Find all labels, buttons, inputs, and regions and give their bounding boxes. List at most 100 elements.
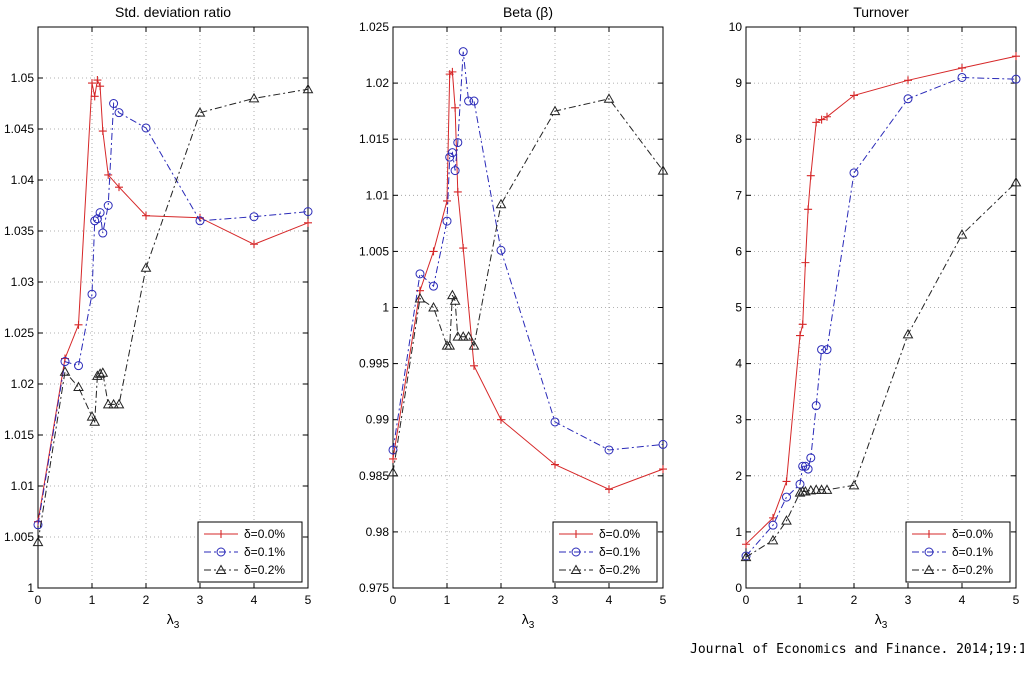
y-tick-label: 1.025 <box>359 20 389 34</box>
x-tick-label: 1 <box>89 593 96 607</box>
series-line <box>392 70 664 490</box>
data-point <box>453 187 462 196</box>
y-tick-label: 1.02 <box>11 377 35 391</box>
legend-marker <box>924 547 934 557</box>
data-point <box>812 118 821 127</box>
data-point <box>89 416 101 426</box>
data-point <box>414 293 426 303</box>
data-point <box>457 331 469 341</box>
data-point <box>92 214 102 224</box>
data-point <box>74 320 83 329</box>
data-point <box>90 92 99 101</box>
data-point <box>798 320 807 329</box>
data-point <box>811 401 821 411</box>
data-point <box>956 229 968 239</box>
y-tick-label: 6 <box>735 244 742 258</box>
y-tick-label: 7 <box>735 188 742 202</box>
y-tick-label: 1.04 <box>11 173 35 187</box>
data-point <box>115 183 123 192</box>
data-point <box>810 484 822 494</box>
x-tick-label: 5 <box>660 593 667 607</box>
x-axis-label: λ3 <box>875 611 888 631</box>
y-tick-label: 0.975 <box>359 581 389 595</box>
data-point <box>90 216 100 226</box>
data-point <box>104 170 113 179</box>
data-point <box>60 357 70 367</box>
series-d1 <box>33 99 313 530</box>
x-tick-label: 3 <box>905 593 912 607</box>
data-point <box>86 411 98 421</box>
y-tick-label: 1.035 <box>4 224 34 238</box>
data-point <box>444 340 456 350</box>
x-tick-label: 4 <box>606 593 613 607</box>
data-point <box>604 445 614 455</box>
y-tick-label: 0.985 <box>359 469 389 483</box>
chart-panel-2: 0 1 2 3 4 5 0.975 0.98 0.985 0.99 0.995 1 1.005 1.01 1… <box>359 4 669 631</box>
legend: δ=0.0% δ=0.1% δ=0.2% <box>905 521 1011 583</box>
y-tick-label: 1 <box>735 525 742 539</box>
legend-label: δ=0.0% <box>952 527 993 541</box>
data-point <box>109 99 119 108</box>
data-point <box>74 361 83 371</box>
data-point <box>92 370 103 380</box>
data-point <box>469 96 479 106</box>
data-point <box>140 262 152 272</box>
data-point <box>781 515 792 525</box>
legend-label: δ=0.1% <box>244 545 285 559</box>
y-tick-label: 0.98 <box>366 525 390 539</box>
series-d0 <box>34 76 312 526</box>
data-point <box>470 361 478 370</box>
chart-title: Beta (β) <box>503 4 553 20</box>
data-point <box>450 166 460 176</box>
data-point <box>387 466 399 477</box>
data-point <box>194 107 206 117</box>
legend-marker <box>572 530 580 538</box>
x-tick-label: 4 <box>959 593 966 607</box>
data-point <box>603 93 615 103</box>
data-point <box>429 281 438 291</box>
source-citation: Journal of Economics and Finance. 2014;1… <box>690 642 1024 657</box>
y-tick-label: 1 <box>27 581 34 595</box>
data-point <box>428 301 439 312</box>
data-point <box>303 207 313 217</box>
y-tick-label: 1.02 <box>366 76 390 90</box>
data-point <box>904 76 912 85</box>
data-point <box>88 79 96 88</box>
data-point <box>447 289 458 300</box>
data-point <box>442 216 452 226</box>
data-point <box>806 171 815 180</box>
data-point <box>141 123 151 133</box>
y-tick-label: 1.025 <box>4 326 34 340</box>
data-point <box>443 196 451 205</box>
x-tick-label: 2 <box>143 593 150 607</box>
chart-panel-1: 0 1 2 3 4 511.0051.011.0151.021.0251.031.0351… <box>4 4 314 631</box>
series-line <box>392 51 664 451</box>
x-tick-label: 3 <box>552 593 559 607</box>
legend-marker <box>215 564 227 574</box>
data-point <box>103 201 113 210</box>
legend-label: δ=0.0% <box>599 527 640 541</box>
data-point <box>73 381 84 392</box>
legend-marker <box>571 547 581 557</box>
y-tick-label: 0.995 <box>359 357 389 371</box>
data-point <box>823 112 831 121</box>
y-tick-label: 2 <box>735 469 742 483</box>
data-point <box>468 340 480 350</box>
data-point <box>142 211 150 220</box>
data-point <box>108 398 119 409</box>
legend: δ=0.0% δ=0.1% δ=0.2% <box>197 521 303 583</box>
x-tick-label: 1 <box>444 593 451 607</box>
data-point <box>87 289 97 299</box>
data-point <box>769 513 777 522</box>
data-point <box>816 484 827 494</box>
data-point <box>302 83 314 94</box>
legend-label: δ=0.1% <box>952 545 993 559</box>
data-point <box>742 540 750 549</box>
data-point <box>767 534 779 545</box>
data-point <box>957 72 967 82</box>
data-point <box>782 492 791 502</box>
data-point <box>451 103 460 112</box>
data-point <box>806 453 816 463</box>
data-point <box>1012 52 1020 61</box>
